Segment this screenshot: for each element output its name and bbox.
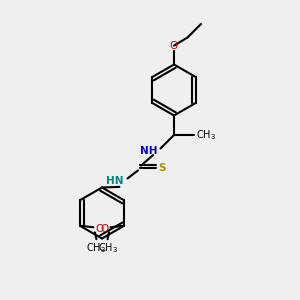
Text: CH$_3$: CH$_3$ <box>196 128 216 142</box>
Text: NH: NH <box>140 146 158 157</box>
Text: CH$_3$: CH$_3$ <box>98 242 118 256</box>
Text: O: O <box>95 224 103 234</box>
Text: O: O <box>170 41 178 51</box>
Text: S: S <box>158 163 166 173</box>
Text: HN: HN <box>106 176 123 187</box>
Text: CH$_3$: CH$_3$ <box>86 242 106 256</box>
Text: O: O <box>101 224 109 234</box>
